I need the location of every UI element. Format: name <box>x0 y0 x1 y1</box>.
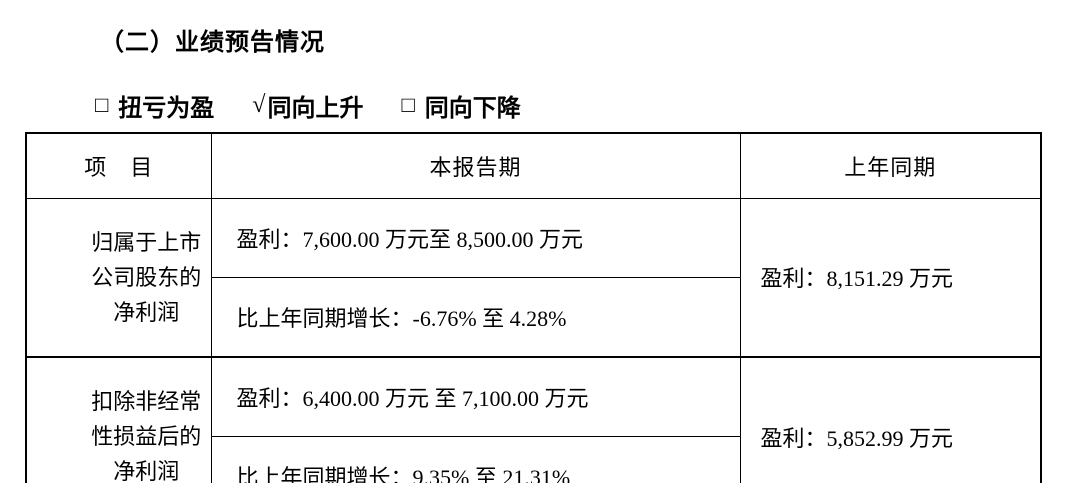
row-deducted-profit-item-label: 扣除非经常性损益后的净利润 <box>91 389 202 483</box>
header-item: 项 目 <box>25 132 212 199</box>
table-row: 扣除非经常性损益后的净利润 盈利：6,400.00 万元 至 7,100.00 … <box>25 356 1042 483</box>
row-net-profit-item-cell: 归属于上市公司股东的净利润 <box>25 197 212 358</box>
option-same-direction-down-label: 同向下降 <box>424 96 521 122</box>
performance-forecast-table: 项 目 本报告期 上年同期 归属于上市公司股东的净利润 盈利：7,600.00 … <box>25 132 1042 483</box>
option-turn-loss-to-profit: □ 扭亏为盈 <box>95 88 214 123</box>
checkmark-icon: √ <box>252 92 266 118</box>
checkbox-unchecked-icon: □ <box>401 91 415 117</box>
row-net-profit-item-label: 归属于上市公司股东的净利润 <box>91 229 202 325</box>
option-same-direction-down: □ 同向下降 <box>401 88 520 123</box>
table-row: 比上年同期增长：9.35% 至 21.31% <box>26 436 1041 483</box>
table-header-row: 项 目 本报告期 上年同期 <box>25 132 1042 199</box>
header-prior-period: 上年同期 <box>739 132 1042 199</box>
section-title: （二）业绩预告情况 <box>100 30 325 56</box>
row-deducted-profit-item-cell: 扣除非经常性损益后的净利润 <box>25 356 212 483</box>
checkbox-unchecked-icon: □ <box>95 91 109 117</box>
header-current-period: 本报告期 <box>210 132 741 199</box>
row-deducted-profit-growth-cell: 比上年同期增长：9.35% 至 21.31% <box>210 436 741 483</box>
option-same-direction-up-label: 同向上升 <box>267 96 364 122</box>
table-row: 比上年同期增长：-6.76% 至 4.28% <box>26 277 1041 358</box>
option-same-direction-up: √ 同向上升 <box>252 88 363 123</box>
row-net-profit-prior-cell: 盈利：8,151.29 万元 <box>739 197 1042 358</box>
forecast-type-options: □ 扭亏为盈 √ 同向上升 □ 同向下降 <box>95 88 521 123</box>
row-net-profit-profit-cell: 盈利：7,600.00 万元至 8,500.00 万元 <box>210 197 741 279</box>
table-row: 归属于上市公司股东的净利润 盈利：7,600.00 万元至 8,500.00 万… <box>25 197 1042 358</box>
option-turn-loss-to-profit-label: 扭亏为盈 <box>118 96 215 122</box>
row-net-profit-growth-cell: 比上年同期增长：-6.76% 至 4.28% <box>210 277 741 358</box>
row-deducted-profit-profit-cell: 盈利：6,400.00 万元 至 7,100.00 万元 <box>210 356 741 438</box>
row-deducted-profit-prior-cell: 盈利：5,852.99 万元 <box>739 356 1042 483</box>
